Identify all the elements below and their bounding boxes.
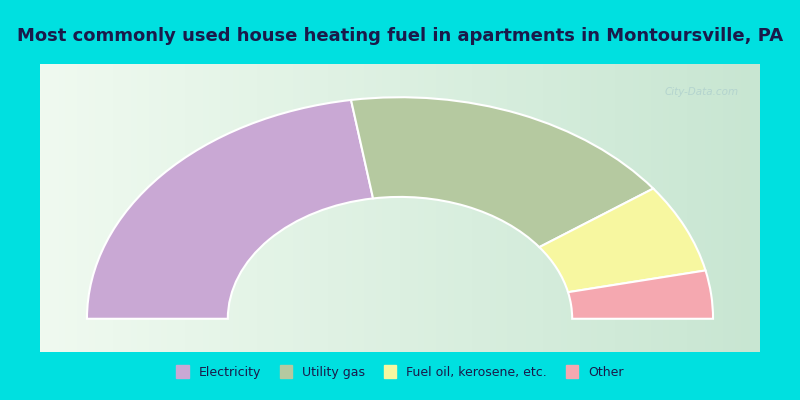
Wedge shape [539,188,706,292]
Wedge shape [87,100,373,319]
Legend: Electricity, Utility gas, Fuel oil, kerosene, etc., Other: Electricity, Utility gas, Fuel oil, kero… [170,359,630,385]
Text: City-Data.com: City-Data.com [664,87,738,97]
Text: Most commonly used house heating fuel in apartments in Montoursville, PA: Most commonly used house heating fuel in… [17,27,783,45]
Wedge shape [568,270,713,319]
Wedge shape [351,97,654,247]
